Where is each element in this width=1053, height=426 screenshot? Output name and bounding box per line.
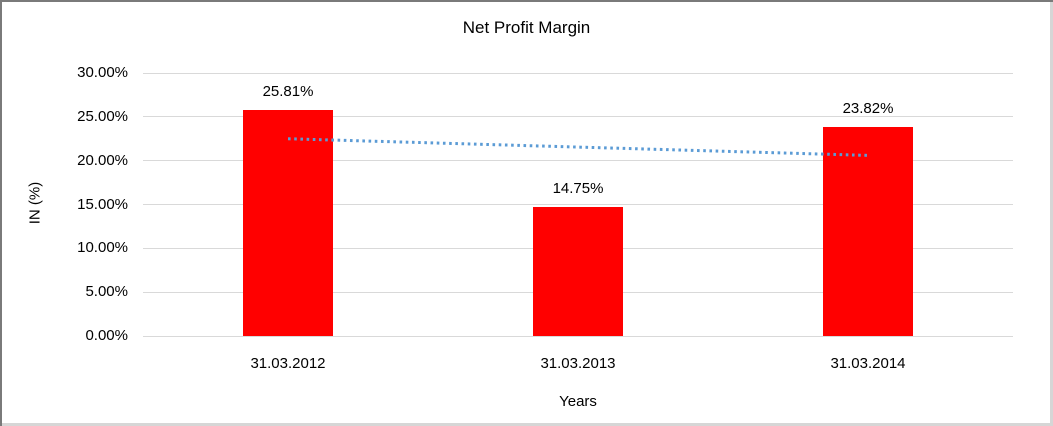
bar — [823, 127, 913, 336]
gridline — [143, 72, 1013, 74]
bar — [243, 110, 333, 336]
gridline — [143, 116, 1013, 118]
x-axis-title: Years — [559, 393, 597, 410]
bar — [533, 207, 623, 336]
y-tick-label: 5.00% — [85, 283, 128, 301]
y-tick-label: 10.00% — [77, 239, 128, 257]
bar-value-label: 25.81% — [262, 83, 314, 100]
gridline — [143, 204, 1013, 205]
y-tick-label: 0.00% — [85, 327, 128, 344]
y-tick-label: 15.00% — [77, 195, 128, 213]
y-tick-label: 30.00% — [77, 64, 128, 81]
y-tick-label: 20.00% — [77, 151, 128, 169]
chart-title: Net Profit Margin — [462, 18, 591, 37]
x-tick-label: 31.03.2014 — [830, 355, 906, 372]
gridline — [143, 335, 1013, 337]
x-tick-label: 31.03.2013 — [540, 355, 616, 372]
bar-value-label: 23.82% — [842, 100, 894, 117]
y-tick-label: 25.00% — [77, 107, 128, 125]
gridline — [143, 160, 1013, 162]
x-tick-label: 31.03.2012 — [250, 355, 326, 372]
bar-value-label: 14.75% — [552, 180, 604, 197]
